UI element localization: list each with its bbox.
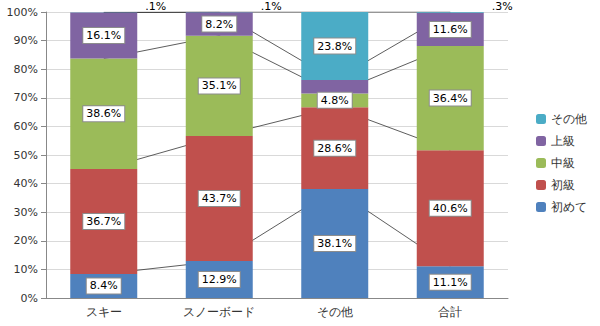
svg-text:スキー: スキー	[86, 305, 122, 319]
svg-text:16.1%: 16.1%	[86, 29, 121, 42]
svg-text:.1%: .1%	[145, 0, 166, 13]
svg-text:23.8%: 23.8%	[317, 40, 352, 53]
svg-text:80%: 80%	[14, 63, 38, 76]
svg-text:30%: 30%	[14, 206, 38, 219]
svg-text:合計: 合計	[438, 305, 462, 319]
svg-text:.1%: .1%	[261, 0, 282, 13]
svg-text:中級: 中級	[551, 156, 575, 170]
svg-text:40%: 40%	[14, 177, 38, 190]
svg-text:10%: 10%	[14, 263, 38, 276]
svg-text:8.2%: 8.2%	[205, 18, 233, 31]
svg-text:90%: 90%	[14, 34, 38, 47]
svg-text:8.4%: 8.4%	[90, 279, 118, 292]
svg-text:36.4%: 36.4%	[433, 92, 468, 105]
svg-text:11.6%: 11.6%	[433, 23, 468, 36]
svg-text:28.6%: 28.6%	[317, 142, 352, 155]
svg-text:38.1%: 38.1%	[317, 237, 352, 250]
svg-text:上級: 上級	[551, 134, 575, 148]
svg-text:その他: その他	[551, 112, 587, 126]
svg-text:43.7%: 43.7%	[202, 192, 237, 205]
svg-text:11.1%: 11.1%	[433, 276, 468, 289]
svg-text:スノーボード: スノーボード	[183, 305, 255, 319]
svg-text:12.9%: 12.9%	[202, 273, 237, 286]
svg-text:36.7%: 36.7%	[86, 215, 121, 228]
svg-text:70%: 70%	[14, 91, 38, 104]
svg-text:20%: 20%	[14, 234, 38, 247]
svg-text:38.6%: 38.6%	[86, 107, 121, 120]
svg-text:60%: 60%	[14, 120, 38, 133]
svg-text:初めて: 初めて	[551, 200, 587, 214]
svg-text:.3%: .3%	[492, 0, 513, 13]
svg-text:0%: 0%	[21, 292, 38, 305]
svg-text:40.6%: 40.6%	[433, 202, 468, 215]
svg-text:50%: 50%	[14, 149, 38, 162]
svg-text:35.1%: 35.1%	[202, 79, 237, 92]
svg-text:初級: 初級	[551, 178, 575, 192]
svg-text:その他: その他	[317, 305, 353, 319]
svg-text:4.8%: 4.8%	[321, 94, 349, 107]
svg-text:100%: 100%	[7, 6, 38, 19]
